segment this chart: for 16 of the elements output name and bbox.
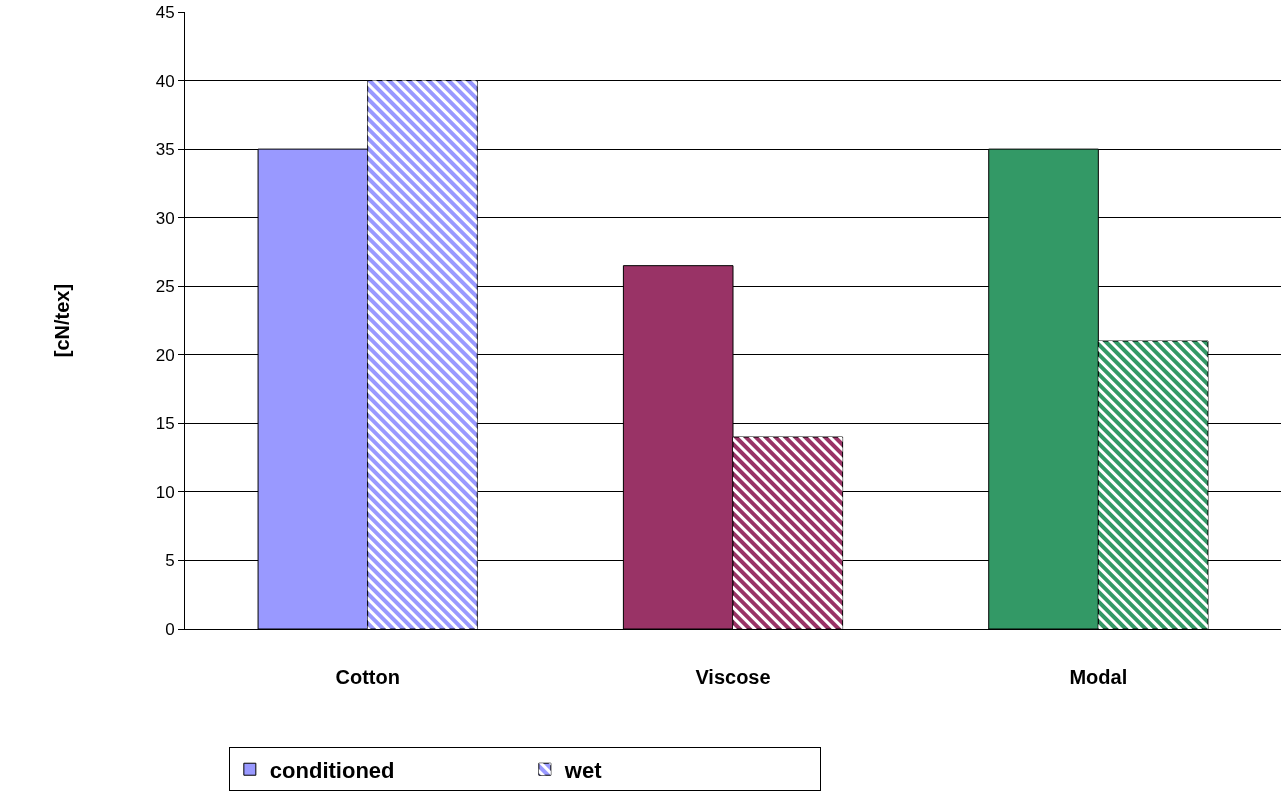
y-tick-label: 10	[155, 482, 175, 502]
y-tick-label: 0	[165, 619, 175, 639]
y-tick-label: 35	[155, 140, 175, 160]
y-tick-label: 30	[155, 208, 175, 228]
legend-label: conditioned	[269, 757, 395, 783]
y-axis-title: [cN/tex]	[51, 283, 74, 358]
y-tick-label: 40	[155, 71, 175, 91]
x-tick-label: Modal	[1069, 666, 1128, 688]
y-tick-label: 20	[155, 345, 175, 365]
y-tick-label: 45	[155, 2, 175, 22]
y-tick-label: 15	[155, 414, 175, 434]
legend-label: wet	[563, 757, 603, 783]
x-tick-label: Viscose	[695, 666, 771, 688]
y-tick-label: 25	[155, 277, 175, 297]
y-tick-label: 5	[165, 551, 175, 571]
x-tick-label: Cotton	[335, 666, 400, 688]
